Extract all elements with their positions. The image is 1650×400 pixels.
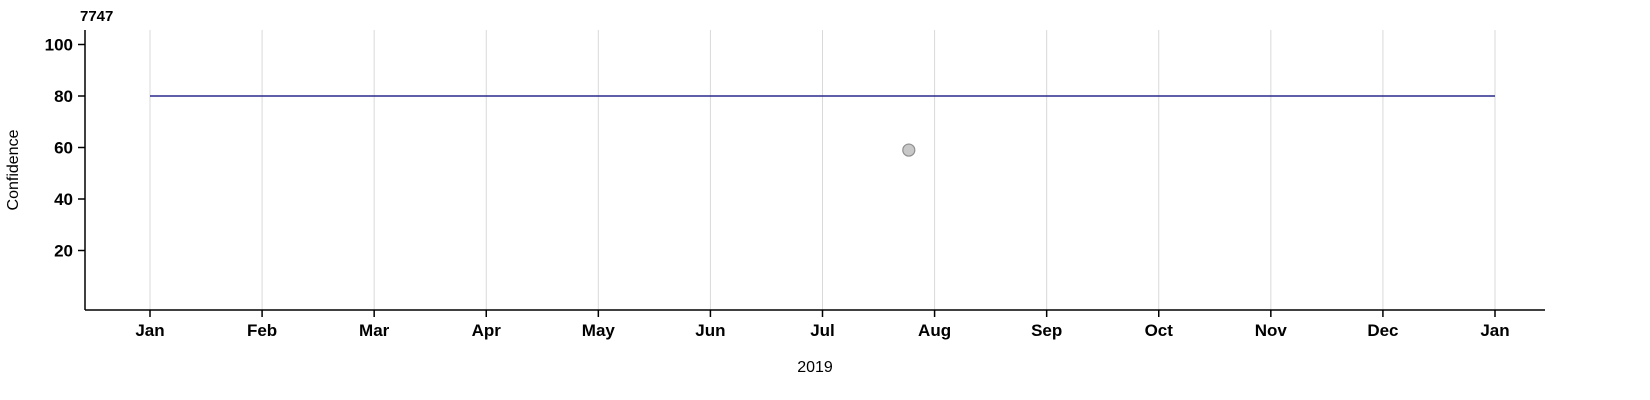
y-tick-label-40: 40 xyxy=(54,190,73,209)
x-tick-label-12: Jan xyxy=(1480,321,1509,340)
y-tick-label-20: 20 xyxy=(54,242,73,261)
y-axis-label: Confidence xyxy=(5,129,22,210)
y-tick-label-60: 60 xyxy=(54,139,73,158)
x-tick-label-6: Jul xyxy=(810,321,835,340)
x-tick-label-0: Jan xyxy=(135,321,164,340)
y-tick-label-100: 100 xyxy=(45,36,73,55)
y-tick-label-80: 80 xyxy=(54,87,73,106)
series-layer xyxy=(150,95,1495,157)
x-tick-label-5: Jun xyxy=(695,321,725,340)
observation-point xyxy=(902,143,916,157)
chart-title: 7747 xyxy=(80,8,113,25)
x-tick-label-4: May xyxy=(582,321,616,340)
x-tick-label-1: Feb xyxy=(247,321,277,340)
x-tick-label-8: Sep xyxy=(1031,321,1062,340)
axes: 20 40 60 80 100 Jan Feb Mar Apr May Jun Jul Aug Sep Oc… xyxy=(45,30,1545,340)
x-tick-label-11: Dec xyxy=(1367,321,1398,340)
gridlines xyxy=(149,30,1496,310)
x-tick-label-3: Apr xyxy=(472,321,502,340)
x-axis-label: 2019 xyxy=(797,359,833,376)
x-tick-label-10: Nov xyxy=(1255,321,1288,340)
x-tick-label-7: Aug xyxy=(918,321,951,340)
x-tick-label-2: Mar xyxy=(359,321,390,340)
x-tick-label-9: Oct xyxy=(1145,321,1174,340)
